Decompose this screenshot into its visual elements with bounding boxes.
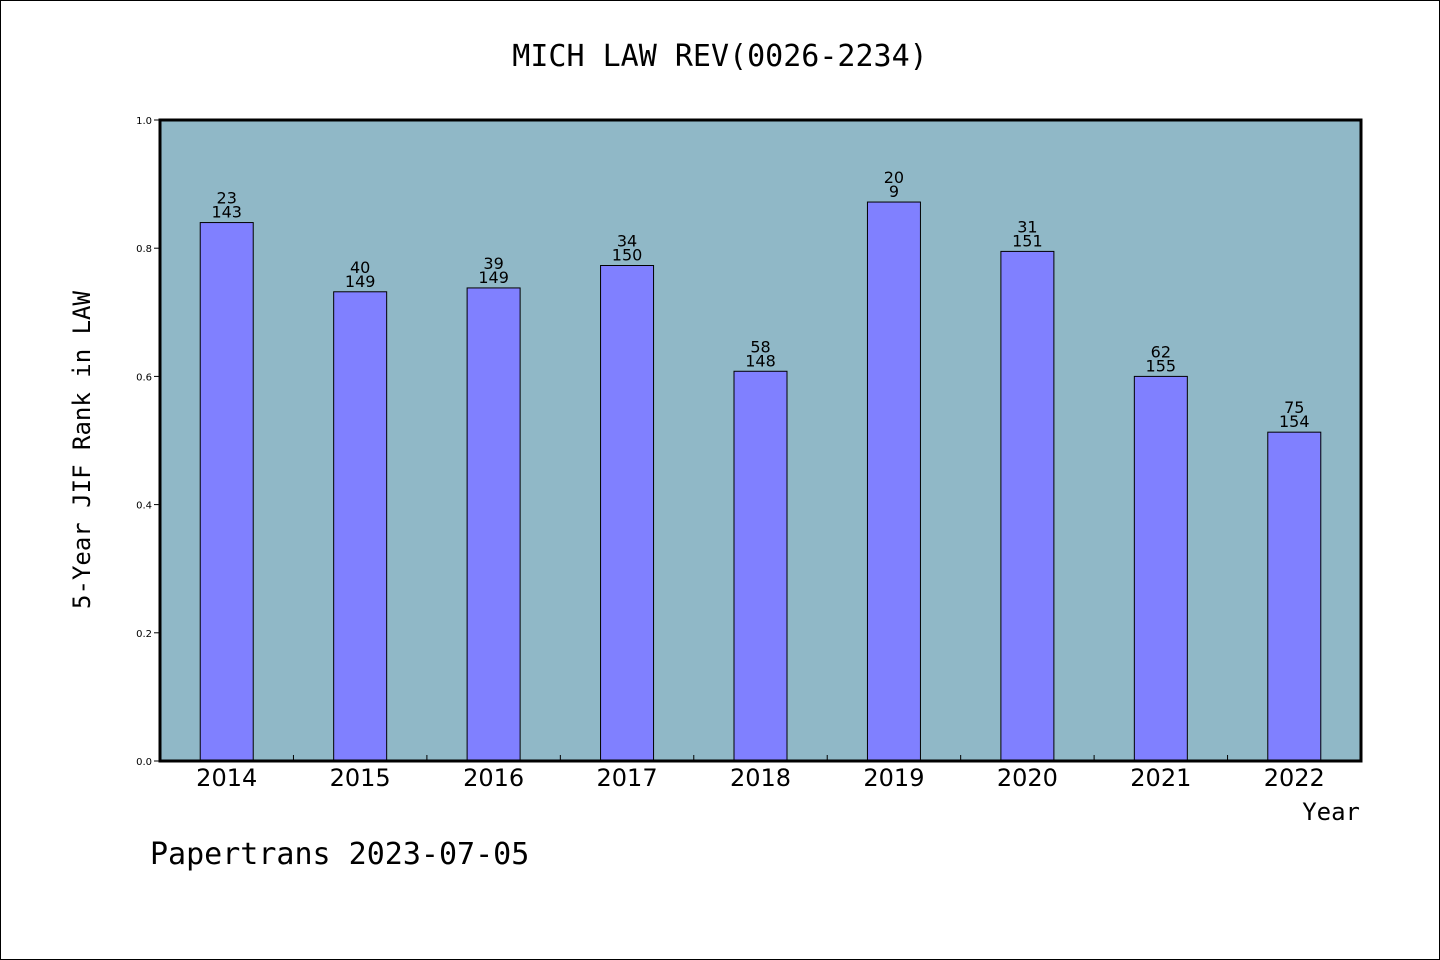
x-axis-label: Year <box>1302 798 1360 826</box>
footer-text: Papertrans 2023-07-05 <box>150 837 529 872</box>
bar-rank-label-2020: 31 <box>1017 217 1037 236</box>
plot-border <box>158 118 1363 763</box>
x-tick-label-2019: 2019 <box>863 764 924 792</box>
x-tick-label-2018: 2018 <box>730 764 791 792</box>
bar-rank-label-2021: 62 <box>1151 342 1171 361</box>
bar-total-label-2014: 143 <box>211 203 242 222</box>
bar-total-label-2019: 9 <box>889 182 899 201</box>
y-axis: 0.0 0.2 0.4 0.6 0.8 1.0 <box>136 116 160 768</box>
bar-2015 <box>333 291 388 762</box>
bar-rank-label-2019: 20 <box>884 168 904 187</box>
y-axis-label: 5-Year JIF Rank in LAW <box>68 291 96 609</box>
bar-2021 <box>1133 375 1188 762</box>
y-tick-label: 0.6 <box>136 372 152 383</box>
x-tick-label-2014: 2014 <box>196 764 257 792</box>
bar-2016 <box>466 287 521 762</box>
y-tick-label: 0.2 <box>136 629 152 640</box>
bar-2019 <box>866 201 921 762</box>
y-tick-label: 0.0 <box>136 757 152 768</box>
bar-rank-label-2022: 75 <box>1284 398 1304 417</box>
y-tick-label: 0.8 <box>136 244 152 255</box>
x-tick-label-2015: 2015 <box>330 764 391 792</box>
x-tick-label-2021: 2021 <box>1130 764 1191 792</box>
bar-total-label-2015: 149 <box>345 272 376 291</box>
bar-rank-label-2014: 23 <box>217 189 237 208</box>
bar-total-label-2020: 151 <box>1012 231 1043 250</box>
bar-2022 <box>1267 431 1322 762</box>
bar-2020 <box>1000 250 1055 762</box>
bar-total-label-2016: 149 <box>478 268 509 287</box>
x-tick-label-2020: 2020 <box>997 764 1058 792</box>
bar-2017 <box>600 265 655 762</box>
bar-total-label-2018: 148 <box>745 351 776 370</box>
chart-title: MICH LAW REV(0026-2234) <box>512 39 927 74</box>
bars-group <box>199 201 1322 762</box>
bar-rank-label-2015: 40 <box>350 258 370 277</box>
y-tick-label: 0.4 <box>136 501 152 512</box>
x-tick-label-2017: 2017 <box>597 764 658 792</box>
bar-labels-group: 2314340149391493415058148209311516215575… <box>211 168 1309 431</box>
bar-2018 <box>733 370 788 762</box>
bar-total-label-2022: 154 <box>1279 412 1310 431</box>
x-axis: 2014 2015 2016 2017 2018 2019 2020 2021 2022 <box>196 755 1325 792</box>
x-tick-label-2022: 2022 <box>1264 764 1325 792</box>
bar-total-label-2017: 150 <box>612 246 643 265</box>
bar-total-label-2021: 155 <box>1146 356 1177 375</box>
x-tick-label-2016: 2016 <box>463 764 524 792</box>
bar-2014 <box>199 222 254 762</box>
bar-rank-label-2016: 39 <box>483 254 503 273</box>
bar-rank-label-2018: 58 <box>750 337 770 356</box>
bar-rank-label-2017: 34 <box>617 232 637 251</box>
y-tick-label: 1.0 <box>136 116 152 127</box>
